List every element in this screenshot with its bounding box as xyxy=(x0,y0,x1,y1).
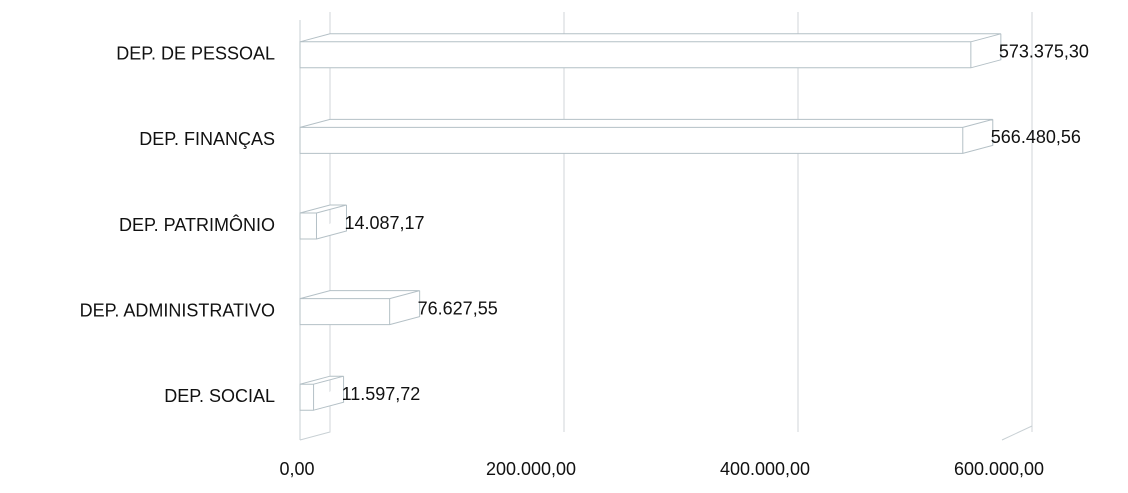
y-tick-label: DEP. SOCIAL xyxy=(164,386,275,406)
value-label: 76.627,55 xyxy=(418,298,498,318)
value-label: 11.597,72 xyxy=(342,384,421,404)
y-tick-label: DEP. FINANÇAS xyxy=(139,129,275,149)
x-tick-label: 200.000,00 xyxy=(486,459,576,479)
y-tick-label: DEP. PATRIMÔNIO xyxy=(119,214,275,235)
x-tick-label: 600.000,00 xyxy=(954,459,1044,479)
y-tick-label: DEP. ADMINISTRATIVO xyxy=(80,300,275,320)
x-tick-label: 0,00 xyxy=(279,459,314,479)
bar xyxy=(299,33,1002,69)
value-label: 573.375,30 xyxy=(999,42,1089,62)
floor-edge xyxy=(1001,425,1033,441)
value-label: 14.087,17 xyxy=(344,213,424,233)
bar xyxy=(299,375,345,411)
bar xyxy=(299,204,347,240)
x-tick-label: 400.000,00 xyxy=(720,459,810,479)
bar xyxy=(299,290,421,326)
value-label: 566.480,56 xyxy=(991,127,1081,147)
bar xyxy=(299,118,994,154)
y-tick-label: DEP. DE PESSOAL xyxy=(116,44,275,64)
